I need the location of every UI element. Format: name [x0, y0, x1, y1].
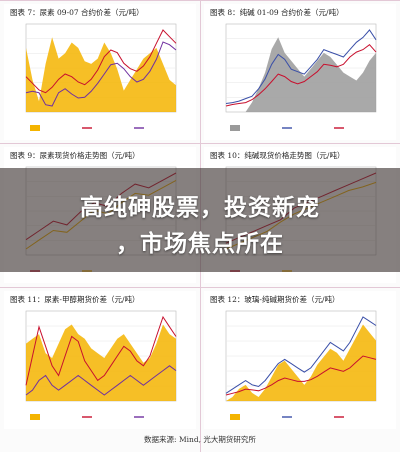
legend-swatch	[30, 414, 40, 420]
legend-swatch	[30, 125, 40, 131]
headline-banner: 高纯砷股票，投资新宠 ，市场焦点所在	[0, 168, 400, 272]
chart-panel-fig7: 图表 7：尿素 09-07 合约价差（元/吨）	[4, 4, 196, 140]
line-series	[25, 41, 177, 107]
chart-title: 图表 12：玻璃-纯碱期货价差（元/吨）	[210, 295, 340, 304]
chart-panel-fig8: 图表 8：纯碱 01-09 合约价差（元/吨）	[204, 4, 396, 140]
area-series	[226, 37, 376, 113]
line-series	[225, 29, 377, 104]
line-series	[225, 44, 377, 107]
chart-title: 图表 10：纯碱现货价格走势图（元/吨）	[210, 151, 345, 160]
chart-svg-fig11	[25, 310, 177, 420]
area-series	[226, 324, 376, 401]
chart-title: 图表 11：尿素-甲醇期货价差（元/吨）	[10, 295, 140, 304]
line-series	[25, 365, 177, 396]
chart-title: 图表 9：尿素现货价格走势图（元/吨）	[10, 151, 140, 160]
source-note: 数据来源: Mind, 光大期货研究所	[144, 435, 256, 444]
chart-title: 图表 8：纯碱 01-09 合约价差（元/吨）	[210, 8, 344, 17]
line-series	[25, 29, 177, 94]
line-series	[25, 315, 177, 386]
legend-swatch	[230, 125, 240, 131]
chart-svg-fig8	[225, 23, 377, 131]
headline-line-1: 高纯砷股票，投资新宠	[80, 195, 320, 221]
chart-panel-fig12: 图表 12：玻璃-纯碱期货价差（元/吨）	[204, 291, 396, 429]
line-series	[225, 316, 377, 394]
area-series	[26, 37, 176, 113]
area-series	[26, 324, 176, 401]
line-series	[225, 355, 377, 396]
chart-svg-fig12	[225, 310, 377, 420]
chart-panel-fig11: 图表 11：尿素-甲醇期货价差（元/吨）	[4, 291, 196, 429]
headline-line-2: ，市场焦点所在	[116, 231, 284, 257]
legend-swatch	[230, 414, 240, 420]
chart-title: 图表 7：尿素 09-07 合约价差（元/吨）	[10, 8, 144, 17]
chart-svg-fig7	[25, 23, 177, 131]
